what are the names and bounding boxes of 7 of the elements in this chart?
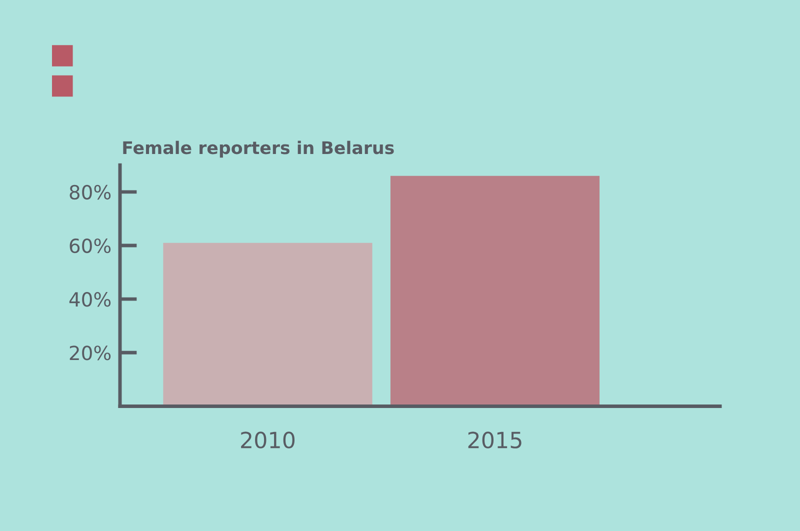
y-tick-label: 40% [69, 292, 111, 307]
x-tick-label: 2010 [241, 432, 295, 448]
y-tick-label: 80% [70, 184, 111, 200]
y-tick-label: 60% [70, 238, 111, 254]
y-tick-label: 20% [70, 346, 111, 360]
x-tick-label: 2015 [468, 432, 522, 448]
chart-title: Female reporters in Belarus [123, 140, 394, 158]
